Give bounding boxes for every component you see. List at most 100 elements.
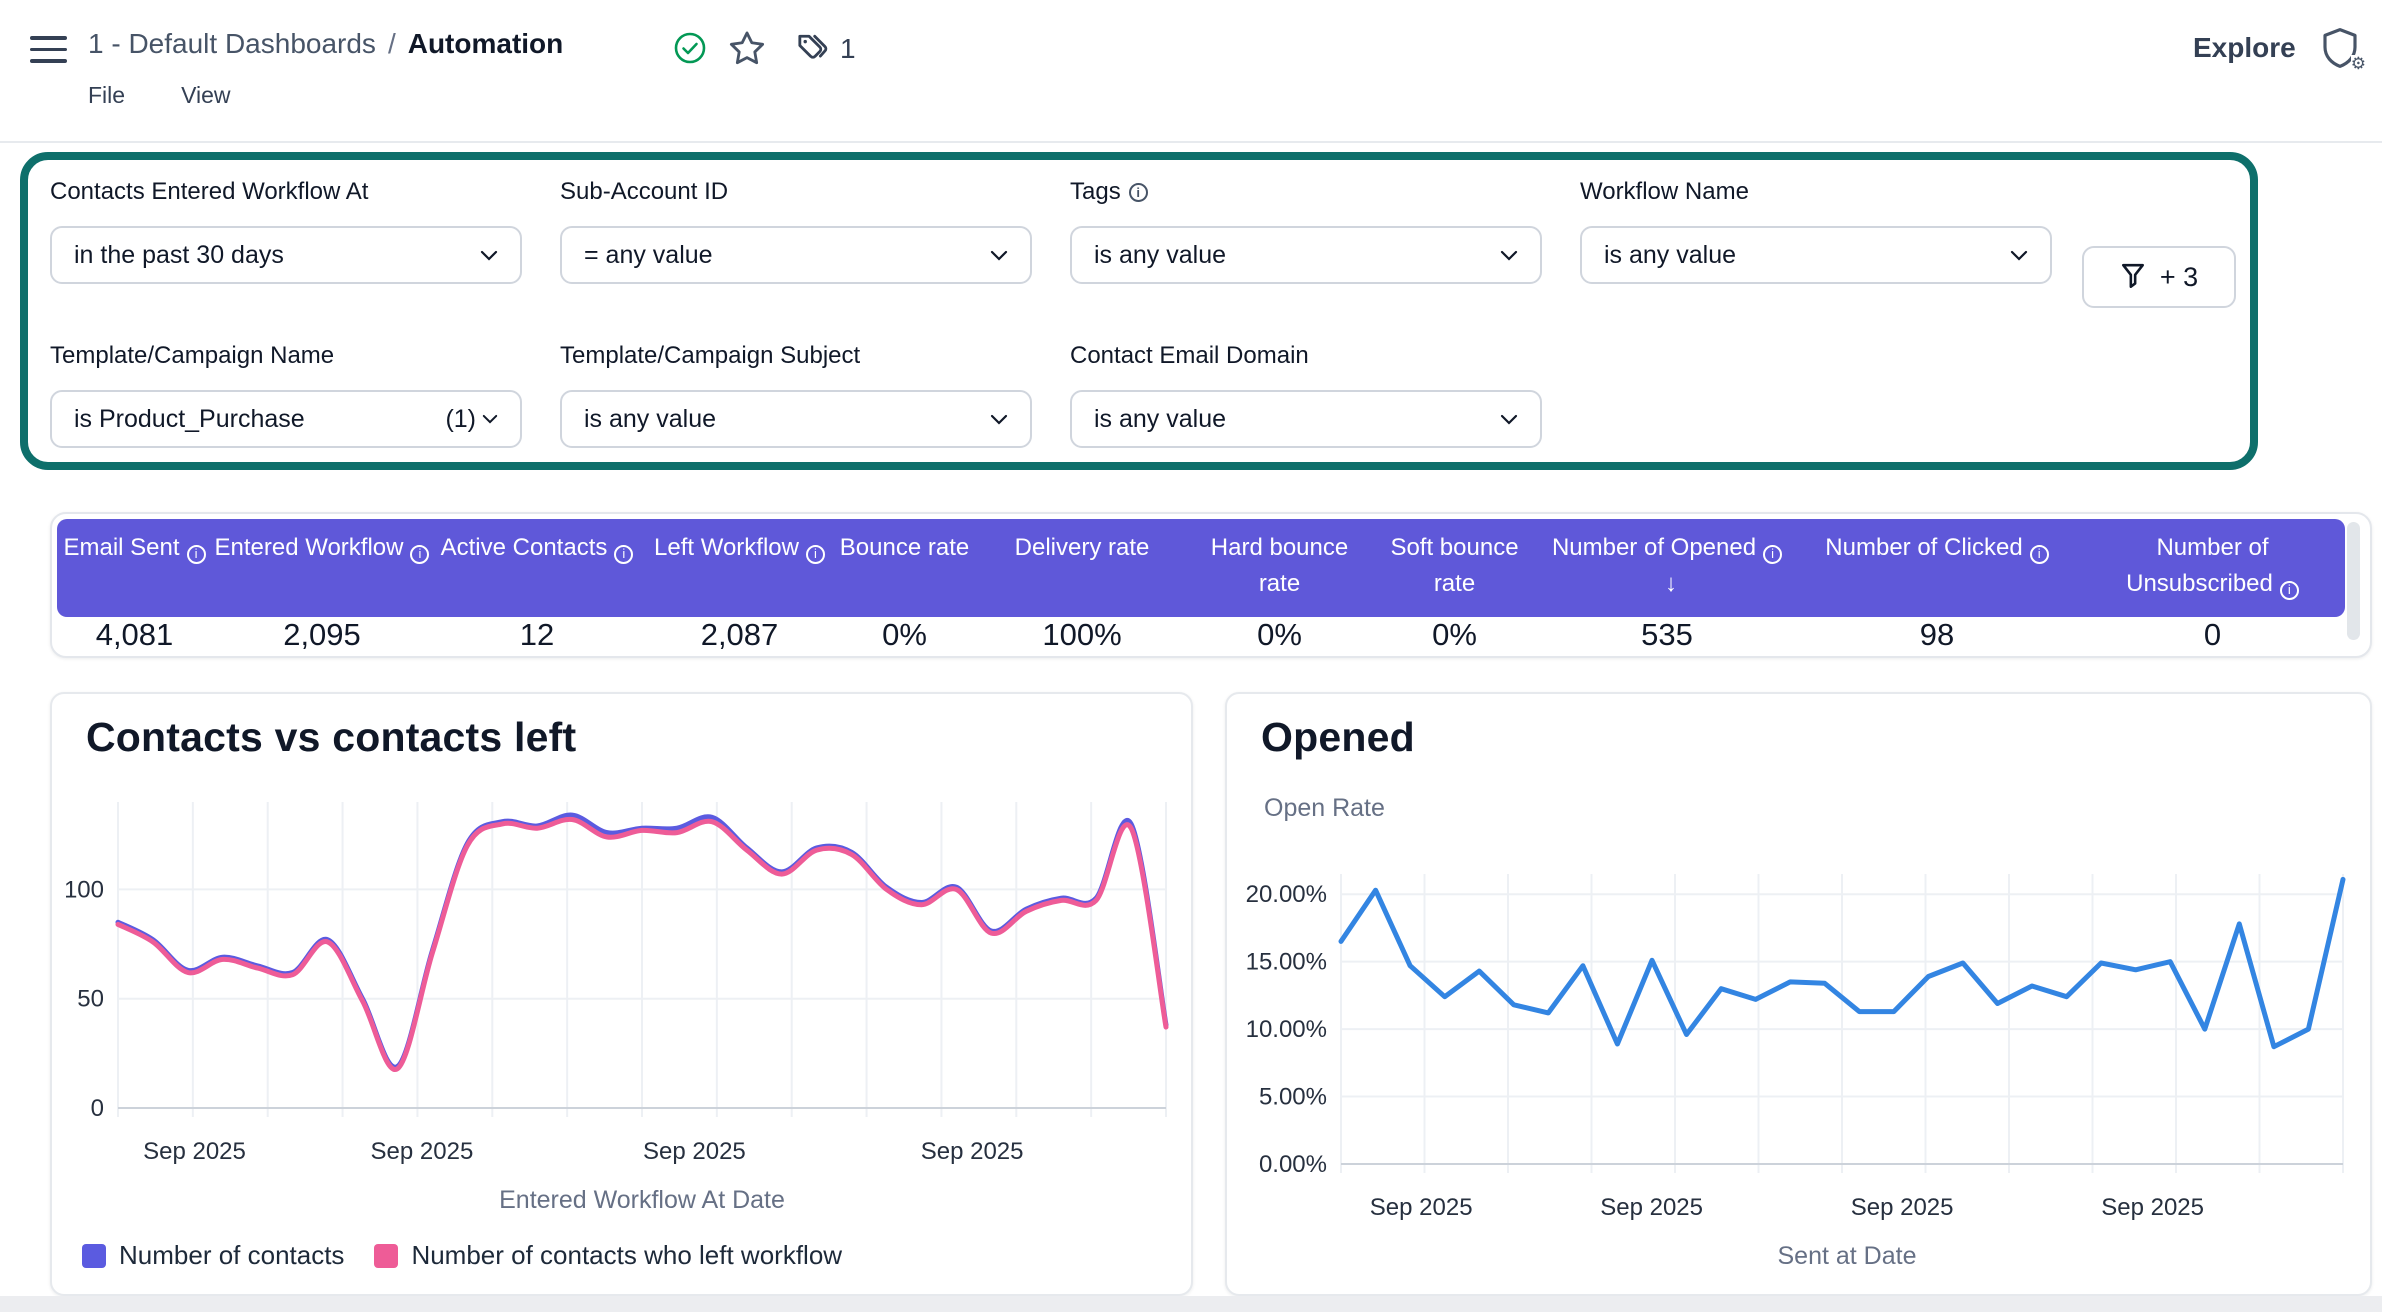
x-tick-label: Sep 2025 <box>2101 1194 2204 1221</box>
page-background-strip <box>0 1296 2382 1312</box>
legend-swatch <box>82 1243 106 1268</box>
page-title: Automation <box>407 28 564 59</box>
x-tick-label: Sep 2025 <box>920 1138 1024 1165</box>
stat-number-of-opened: 535 <box>1641 617 1693 652</box>
info-icon[interactable] <box>1128 182 1148 202</box>
y-tick-label: 20.00% <box>1246 881 1327 908</box>
y-tick-label: 0.00% <box>1259 1151 1327 1176</box>
chevron-down-icon <box>1500 414 1518 425</box>
hamburger-menu-icon[interactable] <box>30 36 67 63</box>
filter-template-campaign-name: Template/Campaign Name is Product_Purcha… <box>50 342 522 448</box>
breadcrumb-folder[interactable]: 1 - Default Dashboards <box>88 28 376 59</box>
info-icon[interactable] <box>614 544 634 564</box>
chevron-down-icon <box>990 250 1008 261</box>
info-icon[interactable] <box>186 544 206 564</box>
summary-stats-table: Email Sent Entered Workflow Active Conta… <box>50 512 2372 658</box>
breadcrumb-separator: / <box>387 28 396 59</box>
chart-legend: Number of contacts Number of contacts wh… <box>82 1240 842 1271</box>
col-header-soft-bounce-rate[interactable]: Soft bounce rate <box>1390 534 1519 597</box>
legend-swatch <box>374 1243 399 1268</box>
chevron-down-icon <box>480 250 498 261</box>
sub-account-id-select[interactable]: = any value <box>560 226 1032 284</box>
col-header-number-of-opened[interactable]: Number of Opened↓ <box>1542 519 1792 617</box>
star-icon[interactable] <box>728 29 766 67</box>
stat-email-sent: 4,081 <box>95 617 174 652</box>
filter-label: Contact Email Domain <box>1070 342 1309 369</box>
series-line <box>1338 876 2346 1050</box>
filter-contact-email-domain: Contact Email Domain is any value <box>1070 342 1542 448</box>
filter-panel: Contacts Entered Workflow At in the past… <box>20 152 2258 470</box>
filter-label: Workflow Name <box>1580 178 1749 205</box>
more-filters-button[interactable]: + 3 <box>2082 246 2236 308</box>
contacts-entered-workflow-at-select[interactable]: in the past 30 days <box>50 226 522 284</box>
selected-count: (1) <box>445 404 476 433</box>
stat-number-of-clicked: 98 <box>1919 617 1955 652</box>
filter-tags: Tags is any value <box>1070 178 1542 284</box>
chart-subtitle: Open Rate <box>1264 794 1385 822</box>
x-axis-title: Entered Workflow At Date <box>499 1186 785 1214</box>
info-icon[interactable] <box>2279 580 2299 600</box>
filter-label: Template/Campaign Subject <box>560 342 861 369</box>
y-tick-label: 50 <box>77 986 104 1013</box>
x-tick-label: Sep 2025 <box>1600 1194 1703 1221</box>
stats-table-values-row: 4,081 2,095 12 2,087 0% 100% 0% 0% 535 9… <box>57 617 2345 657</box>
legend-item: Number of contacts who left workflow <box>374 1240 842 1271</box>
filter-funnel-icon <box>2121 263 2144 288</box>
chart-title: Contacts vs contacts left <box>86 714 577 760</box>
info-icon[interactable] <box>2029 544 2049 564</box>
open-rate-line-chart: 0.00% 5.00% 10.00% 15.00% 20.00% <box>1246 874 2346 1176</box>
sort-desc-icon[interactable]: ↓ <box>1665 570 1677 597</box>
y-tick-label: 100 <box>66 876 104 903</box>
contact-email-domain-select[interactable]: is any value <box>1070 390 1542 448</box>
template-campaign-name-select[interactable]: is Product_Purchase (1) <box>50 390 522 448</box>
stat-soft-bounce-rate: 0% <box>1432 617 1477 652</box>
legend-item: Number of contacts <box>82 1240 344 1271</box>
chevron-down-icon <box>2010 250 2028 261</box>
x-tick-label: Sep 2025 <box>370 1138 474 1165</box>
info-icon[interactable] <box>410 544 430 564</box>
template-campaign-subject-select[interactable]: is any value <box>560 390 1032 448</box>
tags-select[interactable]: is any value <box>1070 226 1542 284</box>
stat-left-workflow: 2,087 <box>700 617 779 652</box>
info-icon[interactable] <box>805 544 825 564</box>
workflow-name-select[interactable]: is any value <box>1580 226 2052 284</box>
filter-label: Contacts Entered Workflow At <box>50 178 369 205</box>
y-tick-label: 10.00% <box>1246 1016 1327 1043</box>
y-tick-label: 15.00% <box>1246 949 1327 976</box>
check-circle-icon[interactable] <box>672 30 708 66</box>
col-header-bounce-rate[interactable]: Bounce rate <box>839 534 970 561</box>
y-tick-label: 5.00% <box>1259 1084 1327 1111</box>
explore-button[interactable]: Explore <box>2193 32 2296 63</box>
info-icon[interactable] <box>1763 544 1783 564</box>
x-tick-label: Sep 2025 <box>1850 1194 1954 1221</box>
x-tick-label: Sep 2025 <box>643 1138 746 1165</box>
menu-view[interactable]: View <box>181 82 231 108</box>
opened-chart-card: Opened Open Rate 0.00% 5.00% 10.00% 15.00% 2… <box>1225 692 2372 1296</box>
col-header-delivery-rate[interactable]: Delivery rate <box>1014 534 1150 561</box>
menu-file[interactable]: File <box>88 82 126 108</box>
col-header-email-sent[interactable]: Email Sent <box>57 519 212 617</box>
col-header-active-contacts[interactable]: Active Contacts <box>432 519 642 617</box>
col-header-hard-bounce-rate[interactable]: Hard bounce rate <box>1210 534 1349 597</box>
filter-workflow-name: Workflow Name is any value <box>1580 178 2052 284</box>
col-header-left-workflow[interactable]: Left Workflow <box>642 519 837 617</box>
shield-settings-icon[interactable]: ⚙ <box>2320 26 2366 72</box>
chevron-down-icon <box>990 414 1008 425</box>
x-tick-label: Sep 2025 <box>143 1138 246 1165</box>
col-header-entered-workflow[interactable]: Entered Workflow <box>212 519 432 617</box>
contacts-line-chart: 0 50 100 <box>66 802 1169 1122</box>
tags-icon[interactable] <box>795 32 833 66</box>
contacts-vs-contacts-left-chart-card: Contacts vs contacts left 0 50 100 Sep 202… <box>50 692 1193 1296</box>
filter-label: Template/Campaign Name <box>50 342 335 369</box>
col-header-number-of-unsubscribed[interactable]: Number of Unsubscribed <box>2082 519 2343 617</box>
stat-delivery-rate: 100% <box>1042 617 1122 652</box>
app-header: 1 - Default Dashboards / Automation 1 File… <box>0 0 2382 143</box>
chevron-down-icon <box>1500 250 1518 261</box>
gear-icon: ⚙ <box>2350 54 2366 73</box>
col-header-number-of-clicked[interactable]: Number of Clicked <box>1792 519 2082 617</box>
table-scrollbar[interactable] <box>2347 522 2360 640</box>
stat-entered-workflow: 2,095 <box>283 617 361 652</box>
x-axis-title: Sent at Date <box>1777 1242 1917 1270</box>
chart-title: Opened <box>1261 714 1415 760</box>
